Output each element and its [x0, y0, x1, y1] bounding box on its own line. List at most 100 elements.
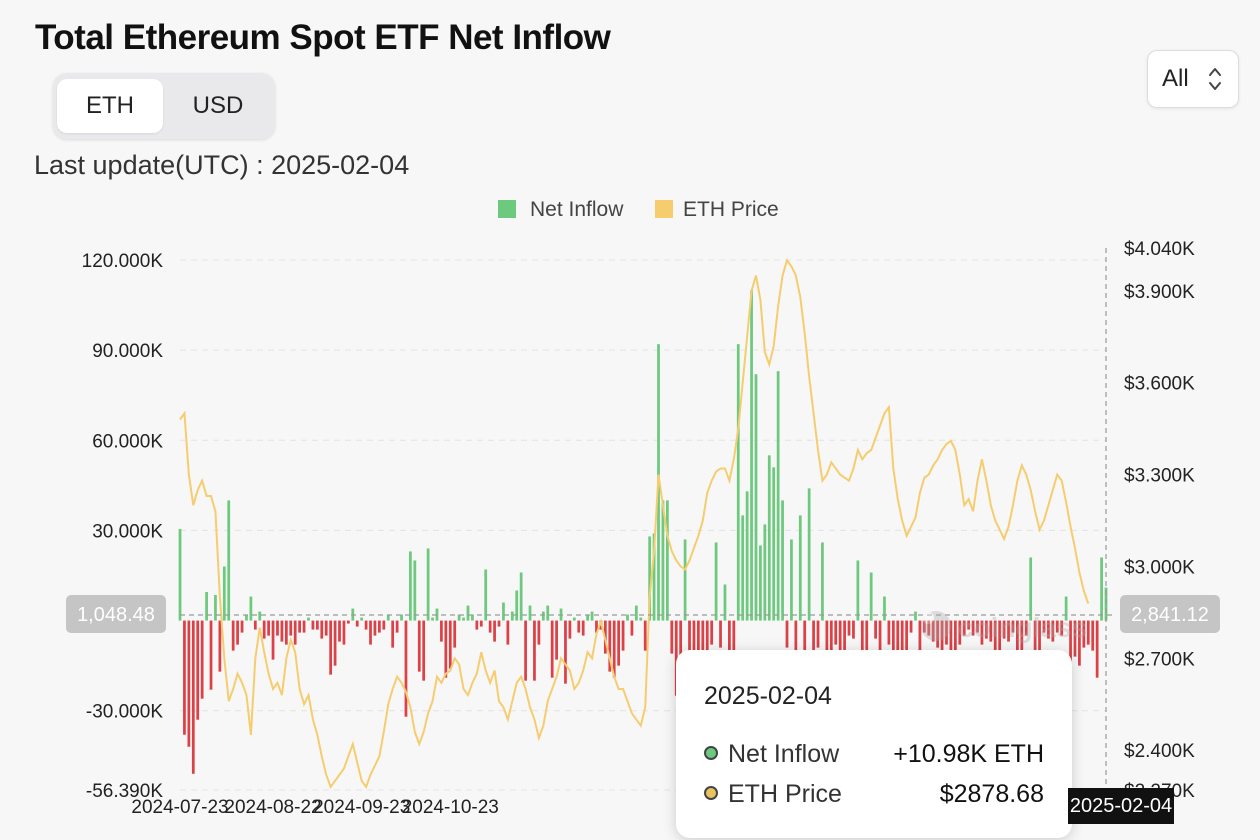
- inflow-bar[interactable]: [444, 620, 448, 678]
- inflow-bar[interactable]: [1064, 596, 1068, 621]
- inflow-bar[interactable]: [878, 620, 882, 666]
- inflow-bar[interactable]: [422, 620, 426, 681]
- inflow-bar[interactable]: [475, 620, 479, 630]
- inflow-bar[interactable]: [528, 605, 532, 621]
- inflow-bar[interactable]: [1024, 620, 1028, 636]
- inflow-bar[interactable]: [1095, 620, 1099, 678]
- inflow-bar[interactable]: [196, 620, 200, 720]
- inflow-bar[interactable]: [413, 560, 417, 621]
- inflow-bar[interactable]: [989, 620, 993, 642]
- inflow-bar[interactable]: [665, 500, 669, 621]
- inflow-bar[interactable]: [524, 620, 527, 681]
- inflow-bar[interactable]: [705, 620, 709, 654]
- inflow-bar[interactable]: [621, 620, 625, 651]
- inflow-bar[interactable]: [1033, 620, 1037, 675]
- inflow-bar[interactable]: [900, 620, 904, 657]
- inflow-bar[interactable]: [493, 620, 496, 642]
- inflow-bar[interactable]: [953, 620, 957, 666]
- inflow-bar[interactable]: [891, 620, 895, 654]
- inflow-bar[interactable]: [311, 620, 315, 630]
- inflow-bar[interactable]: [267, 620, 270, 636]
- inflow-bar[interactable]: [191, 620, 195, 774]
- inflow-bar[interactable]: [634, 605, 638, 621]
- inflow-bar[interactable]: [519, 572, 523, 621]
- inflow-bar[interactable]: [750, 290, 753, 621]
- inflow-bar[interactable]: [1020, 620, 1024, 666]
- inflow-bar[interactable]: [723, 584, 727, 621]
- inflow-bar[interactable]: [608, 620, 612, 672]
- inflow-bar[interactable]: [240, 620, 244, 633]
- inflow-bar[interactable]: [697, 620, 700, 675]
- inflow-bar[interactable]: [555, 620, 558, 660]
- inflow-bar[interactable]: [896, 620, 900, 669]
- inflow-bar[interactable]: [315, 620, 319, 630]
- inflow-bar[interactable]: [1091, 620, 1095, 651]
- inflow-bar[interactable]: [1060, 620, 1064, 636]
- inflow-bar[interactable]: [572, 617, 576, 621]
- inflow-bar[interactable]: [887, 620, 891, 645]
- inflow-bar[interactable]: [369, 620, 372, 645]
- inflow-bar[interactable]: [537, 620, 541, 645]
- inflow-bar[interactable]: [577, 620, 581, 633]
- inflow-bar[interactable]: [590, 611, 594, 621]
- inflow-bar[interactable]: [998, 620, 1002, 663]
- inflow-bar[interactable]: [1029, 557, 1033, 621]
- inflow-bar[interactable]: [364, 620, 368, 630]
- inflow-bar[interactable]: [971, 620, 975, 636]
- inflow-bar[interactable]: [838, 620, 842, 651]
- inflow-bar[interactable]: [200, 620, 204, 699]
- inflow-bar[interactable]: [205, 592, 208, 621]
- inflow-bar[interactable]: [236, 620, 239, 645]
- inflow-bar[interactable]: [949, 620, 953, 672]
- inflow-bar[interactable]: [643, 620, 647, 651]
- inflow-bar[interactable]: [914, 611, 917, 621]
- inflow-bar[interactable]: [426, 548, 430, 621]
- inflow-bar[interactable]: [1007, 620, 1010, 642]
- inflow-bar[interactable]: [794, 620, 798, 660]
- inflow-bar[interactable]: [807, 488, 811, 621]
- inflow-bar[interactable]: [298, 620, 301, 633]
- inflow-bar[interactable]: [683, 539, 687, 621]
- inflow-bar[interactable]: [962, 620, 966, 636]
- inflow-bar[interactable]: [865, 620, 869, 669]
- inflow-bar[interactable]: [772, 467, 776, 621]
- inflow-bar[interactable]: [741, 515, 745, 621]
- inflow-bar[interactable]: [834, 620, 838, 645]
- inflow-bar[interactable]: [329, 620, 333, 675]
- inflow-bar[interactable]: [816, 620, 820, 648]
- inflow-bar[interactable]: [936, 620, 940, 648]
- eth-toggle-button[interactable]: ETH: [57, 79, 163, 133]
- inflow-bar[interactable]: [1100, 557, 1103, 621]
- inflow-bar[interactable]: [967, 620, 971, 630]
- inflow-bar[interactable]: [457, 614, 461, 621]
- inflow-bar[interactable]: [289, 620, 293, 636]
- inflow-bar[interactable]: [284, 620, 288, 645]
- inflow-bar[interactable]: [568, 620, 572, 639]
- inflow-bar[interactable]: [466, 605, 470, 621]
- inflow-bar[interactable]: [338, 620, 341, 642]
- inflow-bar[interactable]: [869, 572, 873, 621]
- inflow-bar[interactable]: [395, 620, 399, 633]
- inflow-bar[interactable]: [905, 620, 908, 651]
- inflow-bar[interactable]: [927, 620, 931, 636]
- inflow-bar[interactable]: [1002, 620, 1006, 639]
- usd-toggle-button[interactable]: USD: [165, 79, 271, 133]
- inflow-bar[interactable]: [1055, 620, 1059, 633]
- inflow-bar[interactable]: [258, 611, 262, 621]
- inflow-bar[interactable]: [945, 620, 948, 645]
- inflow-bar[interactable]: [701, 620, 705, 651]
- inflow-bar[interactable]: [249, 596, 253, 621]
- inflow-bar[interactable]: [670, 620, 674, 654]
- inflow-bar[interactable]: [617, 620, 621, 666]
- inflow-bar[interactable]: [985, 620, 988, 639]
- inflow-bar[interactable]: [307, 617, 310, 621]
- inflow-bar[interactable]: [958, 620, 962, 645]
- inflow-bar[interactable]: [883, 596, 886, 621]
- inflow-bar[interactable]: [324, 620, 328, 636]
- inflow-bar[interactable]: [803, 620, 807, 651]
- inflow-bar[interactable]: [320, 620, 324, 639]
- inflow-bar[interactable]: [798, 515, 802, 621]
- inflow-bar[interactable]: [183, 620, 186, 735]
- inflow-bar[interactable]: [222, 566, 226, 621]
- inflow-bar[interactable]: [763, 524, 767, 621]
